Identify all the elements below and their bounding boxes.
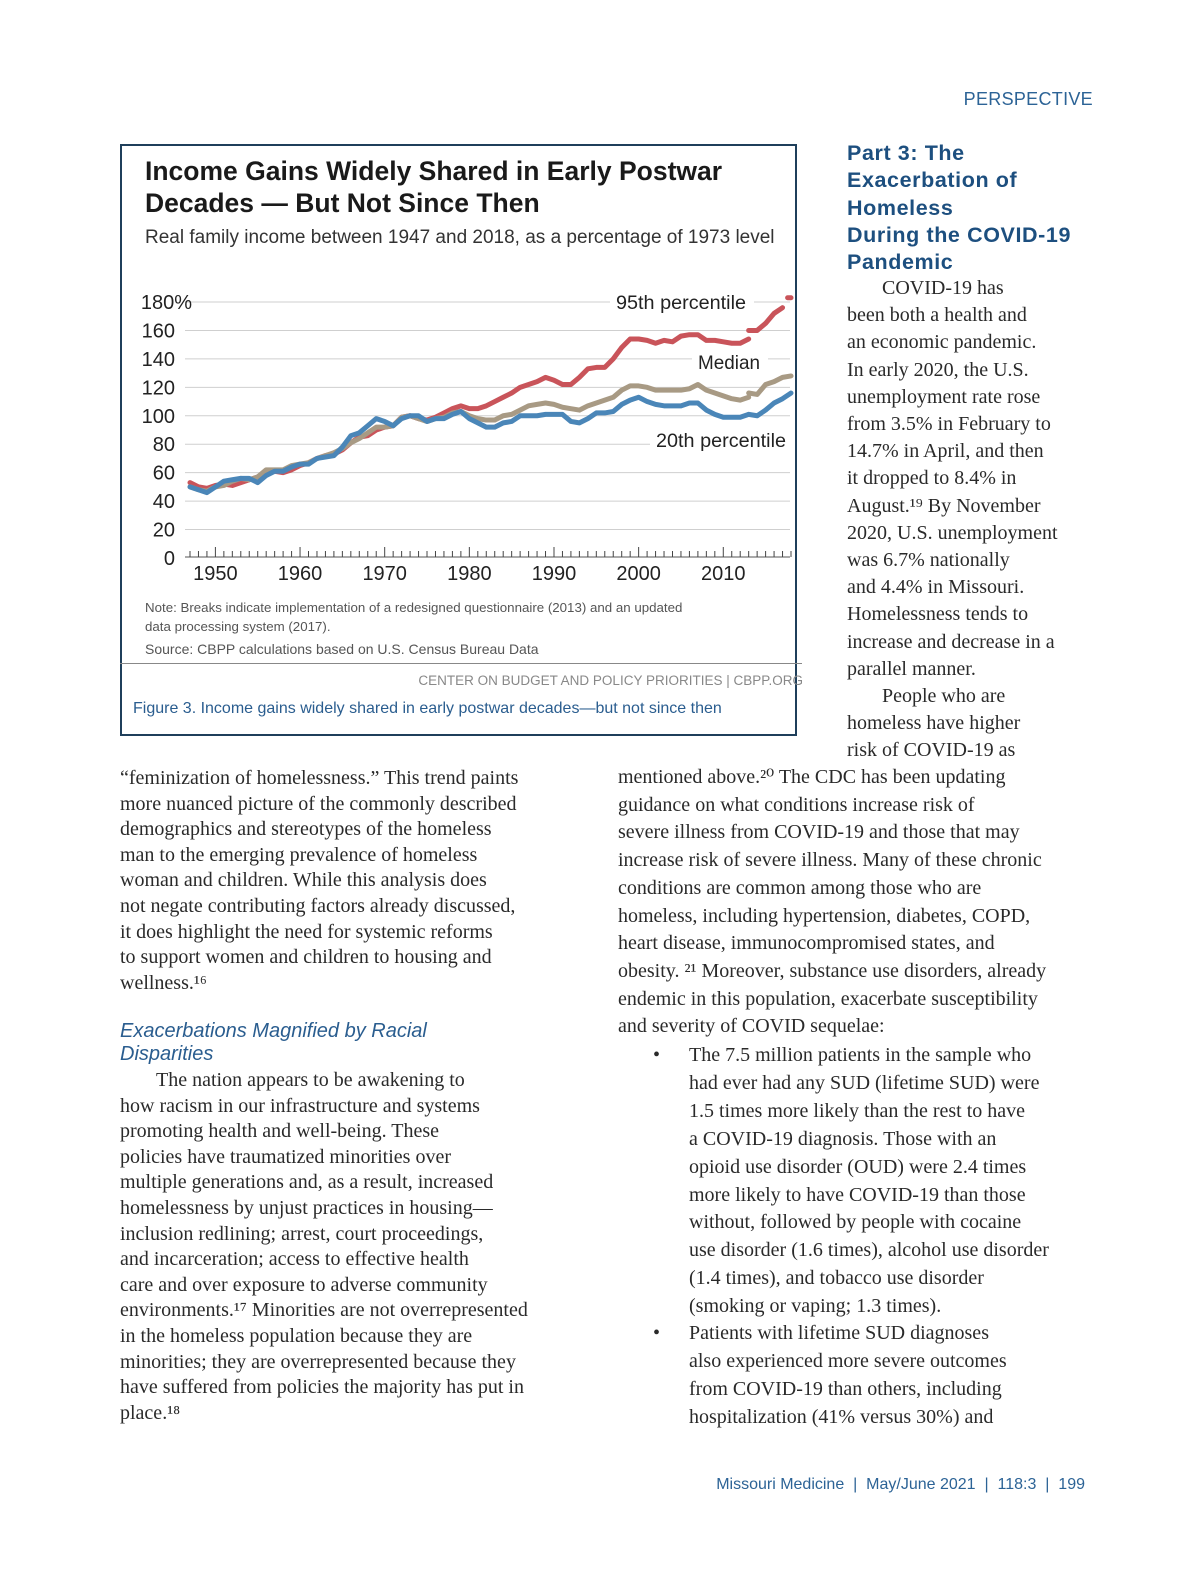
y-tick-label: 100 <box>142 406 175 428</box>
y-tick-label: 60 <box>153 463 175 485</box>
y-tick-label: 20 <box>153 520 175 542</box>
x-tick-label: 1970 <box>362 563 407 585</box>
x-tick-label: 2000 <box>616 563 661 585</box>
series-line-20th-percentile <box>187 394 752 496</box>
series-label-background <box>610 289 754 315</box>
subsection-heading: Exacerbations Magnified by Racial Dispar… <box>120 1020 427 1065</box>
figure-frame <box>120 144 797 736</box>
line-chart: 0 20 40 60 80 100 120 140 160 180% 1950 1960 1970 198… <box>141 289 794 585</box>
chart-divider <box>120 663 802 664</box>
body-paragraph: “feminization of homelessness.” This tre… <box>120 767 519 994</box>
chart-note: Note: Breaks indicate implementation of … <box>145 600 683 634</box>
body-paragraph: People who are homeless have higher risk… <box>847 685 1021 762</box>
body-paragraph: The nation appears to be awakening to ho… <box>120 1069 528 1424</box>
figure-caption: Figure 3. Income gains widely shared in … <box>133 700 722 717</box>
x-tick-label: 2010 <box>701 563 746 585</box>
x-tick-label: 1960 <box>278 563 323 585</box>
section-heading: Part 3: The Exacerbation of Homeless Dur… <box>847 141 1072 275</box>
chart-title: Income Gains Widely Shared in Early Post… <box>145 156 723 218</box>
series-label: Median <box>698 352 760 374</box>
series-line-95th-percentile <box>187 332 752 491</box>
body-paragraph: COVID-19 has been both a health and an e… <box>847 277 1058 680</box>
series-label-background <box>650 427 794 453</box>
series-label-background <box>692 349 768 375</box>
running-head: PERSPECTIVE <box>963 89 1093 109</box>
bullet-item: The 7.5 million patients in the sample w… <box>689 1044 1049 1318</box>
chart-subtitle: Real family income between 1947 and 2018… <box>145 227 775 248</box>
y-tick-label: 180% <box>141 292 192 314</box>
series-label: 20th percentile <box>656 430 786 452</box>
series-label: 95th percentile <box>616 292 746 314</box>
x-tick-label: 1980 <box>447 563 492 585</box>
y-tick-label: 80 <box>153 434 175 456</box>
y-tick-label: 0 <box>164 548 175 570</box>
y-tick-label: 40 <box>153 491 175 513</box>
bullet-icon: • <box>653 1322 661 1344</box>
bullet-icon: • <box>653 1044 661 1066</box>
series-line-95th-percentile <box>746 305 786 333</box>
x-tick-label: 1950 <box>193 563 238 585</box>
chart-source: Source: CBPP calculations based on U.S. … <box>145 641 539 657</box>
bullet-item: Patients with lifetime SUD diagnoses als… <box>689 1322 1007 1428</box>
chart-credit: CENTER ON BUDGET AND POLICY PRIORITIES |… <box>418 673 803 688</box>
y-tick-label: 160 <box>142 320 175 342</box>
page-footer: Missouri Medicine | May/June 2021 | 118:… <box>716 1476 1085 1493</box>
series-line-20th-percentile <box>746 390 794 419</box>
series-line-median <box>746 373 794 397</box>
y-tick-label: 120 <box>142 377 175 399</box>
body-paragraph: mentioned above.²⁰ The CDC has been upda… <box>618 766 1047 1038</box>
x-tick-label: 1990 <box>532 563 577 585</box>
y-tick-label: 140 <box>142 349 175 371</box>
